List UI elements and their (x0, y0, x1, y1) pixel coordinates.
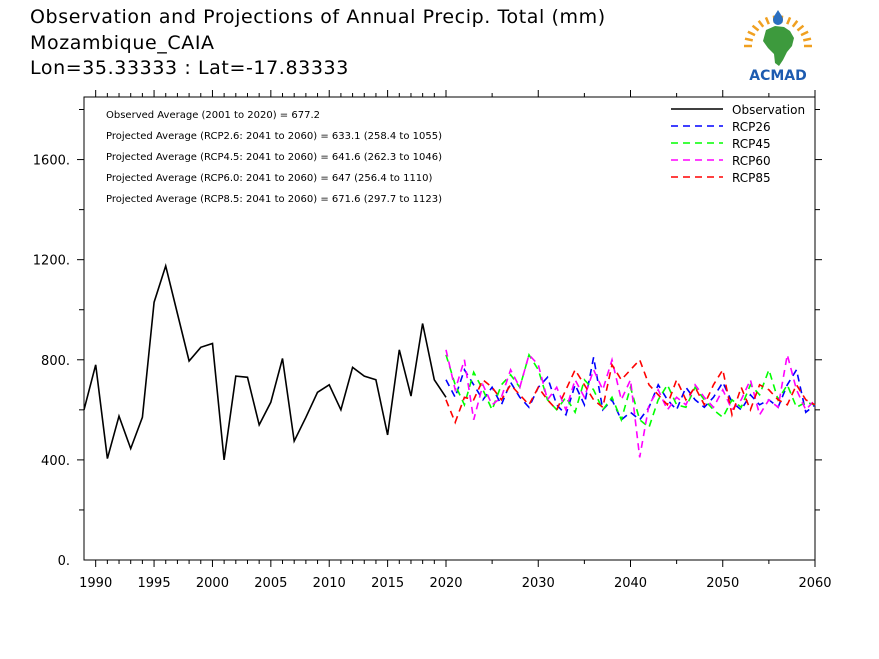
sun-ray (786, 16, 792, 25)
x-tick-label: 2015 (371, 576, 404, 591)
x-tick-label: 2060 (798, 576, 831, 591)
series-line-rcp85 (445, 358, 816, 425)
legend-label-observation: Observation (732, 103, 805, 117)
legend-label-rcp45: RCP45 (732, 137, 771, 151)
chart-title: Observation and Projections of Annual Pr… (30, 6, 606, 28)
y-tick-label: 1200. (33, 254, 70, 269)
sun-ray (800, 30, 809, 37)
annotation-observed: Observed Average (2001 to 2020) = 677.2 (106, 110, 320, 121)
sun-ray (802, 37, 812, 42)
x-tick-label: 1995 (138, 576, 171, 591)
x-tick-label: 2050 (706, 576, 739, 591)
sun-ray (751, 24, 760, 32)
annotation-rcp60: Projected Average (RCP6.0: 2041 to 2060)… (106, 173, 433, 184)
y-tick-label: 400. (41, 454, 70, 469)
y-tick-label: 800. (41, 354, 70, 369)
series-line-rcp60 (445, 349, 816, 458)
acmad-logo-graphic: ACMAD (744, 10, 812, 84)
legend-label-rcp85: RCP85 (732, 171, 771, 185)
y-tick-label: 0. (58, 554, 70, 569)
annotation-rcp85: Projected Average (RCP8.5: 2041 to 2060)… (106, 194, 442, 205)
sun-ray (791, 20, 799, 28)
x-tick-label: 1990 (79, 576, 112, 591)
annotation-rcp45: Projected Average (RCP4.5: 2041 to 2060)… (106, 152, 442, 163)
x-tick-label: 2020 (429, 576, 462, 591)
axis-ticks: 0. 400. 800. 1200. 1600. 1990 1995 2000 2005 2010… (33, 90, 832, 591)
legend-label-rcp60: RCP60 (732, 154, 771, 168)
legend: Observation RCP26 RCP45 RCP60 RCP85 (671, 103, 805, 185)
x-tick-label: 2030 (522, 576, 555, 591)
series-line-rcp45 (445, 352, 816, 429)
africa-shape (763, 26, 794, 66)
x-tick-label: 2000 (196, 576, 229, 591)
station-name: Mozambique_CAIA (30, 32, 215, 54)
plot-frame (83, 96, 816, 561)
acmad-logo: ACMAD (738, 8, 818, 84)
x-tick-label: 2010 (313, 576, 346, 591)
sun-ray (747, 30, 756, 37)
series-lines (83, 262, 816, 461)
logo-text: ACMAD (749, 68, 807, 84)
sun-ray (764, 16, 770, 25)
sun-ray (757, 20, 765, 28)
water-drop-icon (773, 10, 783, 25)
station-coordinates: Lon=35.33333 : Lat=-17.83333 (30, 57, 349, 79)
annotation-rcp26: Projected Average (RCP2.6: 2041 to 2060)… (106, 131, 442, 142)
y-tick-label: 1600. (33, 154, 70, 169)
legend-label-rcp26: RCP26 (732, 120, 771, 134)
sun-ray (796, 24, 805, 32)
x-tick-label: 2005 (254, 576, 287, 591)
x-tick-label: 2040 (614, 576, 647, 591)
annotations: Observed Average (2001 to 2020) = 677.2 … (106, 110, 442, 205)
series-line-observation (83, 262, 447, 461)
sun-ray (744, 37, 754, 42)
